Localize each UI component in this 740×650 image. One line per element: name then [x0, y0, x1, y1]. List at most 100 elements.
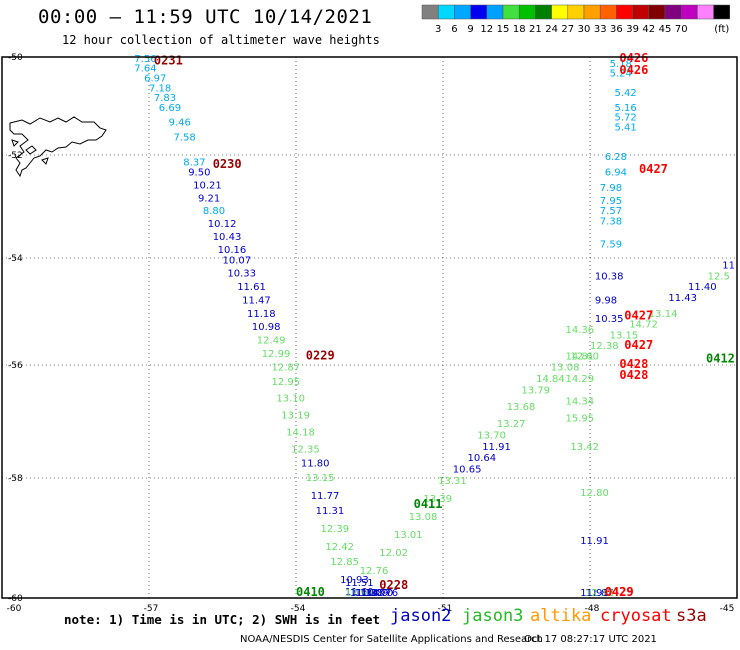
- wave-height-label: 11: [722, 261, 735, 272]
- wave-height-label: 5.24: [610, 69, 632, 80]
- wave-height-label: 12.39: [321, 524, 350, 535]
- wave-height-label: 13.79: [521, 385, 550, 396]
- legend-jason3-label: jason3: [462, 606, 524, 626]
- colorbar-swatch: [713, 4, 731, 20]
- wave-height-label: 12.49: [257, 336, 286, 347]
- wave-height-label: 13.27: [497, 419, 526, 430]
- colorbar-tick-label: 21: [529, 24, 542, 35]
- pass-time-tag: 0411: [414, 497, 443, 511]
- wave-height-label: 12.13: [585, 588, 614, 599]
- wave-height-label: 10.64: [468, 453, 497, 464]
- page-subtitle: 12 hour collection of altimeter wave hei…: [62, 33, 380, 47]
- wave-height-label: 10.98: [252, 322, 281, 333]
- wave-height-label: 14.34: [566, 397, 595, 408]
- wave-height-label: 9.98: [595, 295, 617, 306]
- wave-height-label: 8.37: [183, 157, 205, 168]
- y-tick-label: -56: [8, 361, 23, 371]
- wave-height-label: 6.94: [605, 168, 627, 179]
- y-tick-label: -52: [8, 151, 23, 161]
- colorbar-tick-label: 30: [578, 24, 591, 35]
- colorbar-swatch: [486, 4, 504, 20]
- chart-grid: -60 -57 -54 -51 -48 -45 -50 -52 -54 -56 -58 -60: [2, 53, 737, 614]
- wave-height-label: 10.65: [453, 464, 482, 475]
- wave-height-label: 11.09: [360, 588, 389, 599]
- wave-height-label: 11.31: [316, 506, 345, 517]
- legend-altika-label: altika: [530, 606, 592, 626]
- wave-height-label: 13.19: [281, 411, 310, 422]
- colorbar-swatch: [616, 4, 633, 20]
- y-tick-label: -50: [8, 53, 23, 63]
- wave-height-label: 12.95: [272, 377, 301, 388]
- colorbar-tick-label: 27: [561, 24, 574, 35]
- wave-height-label: 12.60: [570, 352, 599, 363]
- wave-height-label: 13.39: [423, 494, 452, 505]
- colorbar-tick-label: 33: [594, 24, 607, 35]
- wave-height-label: 7.98: [600, 183, 622, 194]
- wave-height-label: 13.10: [276, 394, 305, 405]
- wave-height-label: 9.50: [188, 168, 210, 179]
- wave-height-label: 13.15: [610, 330, 639, 341]
- x-tick-label: -57: [144, 604, 159, 614]
- colorbar-swatch: [454, 4, 471, 20]
- colorbar-swatch: [502, 4, 520, 20]
- colorbar-tick-label: 39: [626, 24, 639, 35]
- wave-height-label: 11.43: [668, 293, 697, 304]
- wave-height-label: 11.91: [482, 442, 511, 453]
- x-tick-label: -54: [291, 604, 306, 614]
- x-tick-label: -48: [585, 604, 600, 614]
- colorbar-swatch: [583, 4, 601, 20]
- colorbar-tick-label: 12: [480, 24, 493, 35]
- wave-height-label: 11.61: [237, 282, 266, 293]
- wave-height-label: 11.91: [580, 588, 609, 599]
- colorbar-swatch: [664, 4, 682, 20]
- colorbar-swatch: [697, 4, 714, 20]
- wave-height-points: 7.567.646.977.187.836.69 9.46 7.58 8.379.50…: [134, 54, 735, 599]
- colorbar-swatch: [421, 4, 439, 20]
- pass-time-tag: 0230: [213, 157, 242, 171]
- wave-height-label: 12.63: [345, 588, 374, 599]
- colorbar-tick-label: (ft): [714, 24, 729, 35]
- wave-height-label: 10.43: [213, 232, 242, 243]
- legend-cryosat: cryosat: [600, 606, 672, 626]
- pass-time-tag: 0428: [619, 368, 648, 382]
- wave-height-label: 14.84: [536, 374, 565, 385]
- coastline-falkland-islands: [9, 116, 107, 178]
- wave-height-label: 14.36: [566, 325, 595, 336]
- wave-height-label: 12.99: [262, 349, 291, 360]
- wave-height-label: 10.33: [227, 269, 256, 280]
- wave-height-label: 13.08: [409, 512, 438, 523]
- wave-height-label: 7.57: [600, 206, 622, 217]
- wave-height-label: 13.01: [394, 530, 423, 541]
- wave-height-label: 7.83: [154, 93, 176, 104]
- wave-height-label: 11.70: [365, 588, 394, 599]
- colorbar-tick-label: 24: [545, 24, 558, 35]
- legend-jason2: jason2: [390, 606, 451, 626]
- wave-height-label: 8.80: [203, 206, 225, 217]
- colorbar-tick-label: 3: [435, 24, 441, 35]
- pass-time-tag: 0426: [619, 63, 648, 77]
- wave-height-label: 10.93: [340, 575, 369, 586]
- plot-frame: [1, 56, 738, 599]
- colorbar-swatch: [518, 4, 536, 20]
- wave-height-label: 10.12: [208, 219, 237, 230]
- colorbar-tick-label: 18: [513, 24, 526, 35]
- wave-height-label: 11.34: [350, 588, 379, 599]
- generated-timestamp: Oct 17 08:27:17 UTC 2021: [524, 634, 657, 645]
- wave-height-label: 7.64: [134, 64, 156, 75]
- wave-height-label: 12.32: [585, 588, 614, 599]
- wave-height-label: 11.60: [345, 587, 374, 598]
- colorbar-swatch: [567, 4, 585, 20]
- wave-height-label: 5.72: [615, 113, 637, 124]
- y-tick-label: -54: [8, 254, 23, 264]
- wave-height-label: 13.14: [649, 309, 678, 320]
- wave-height-label: 5.41: [615, 123, 637, 134]
- wave-height-label: 6.69: [159, 103, 181, 114]
- wave-height-label: 5.16: [615, 103, 637, 114]
- wave-height-label: 11.38: [355, 588, 384, 599]
- wave-height-label: 5.42: [615, 88, 637, 99]
- wave-height-label: 13.68: [507, 402, 536, 413]
- wave-height-label: 6.97: [144, 74, 166, 85]
- colorbar-tick-label: 9: [467, 24, 473, 35]
- colorbar-tick-label: 36: [610, 24, 623, 35]
